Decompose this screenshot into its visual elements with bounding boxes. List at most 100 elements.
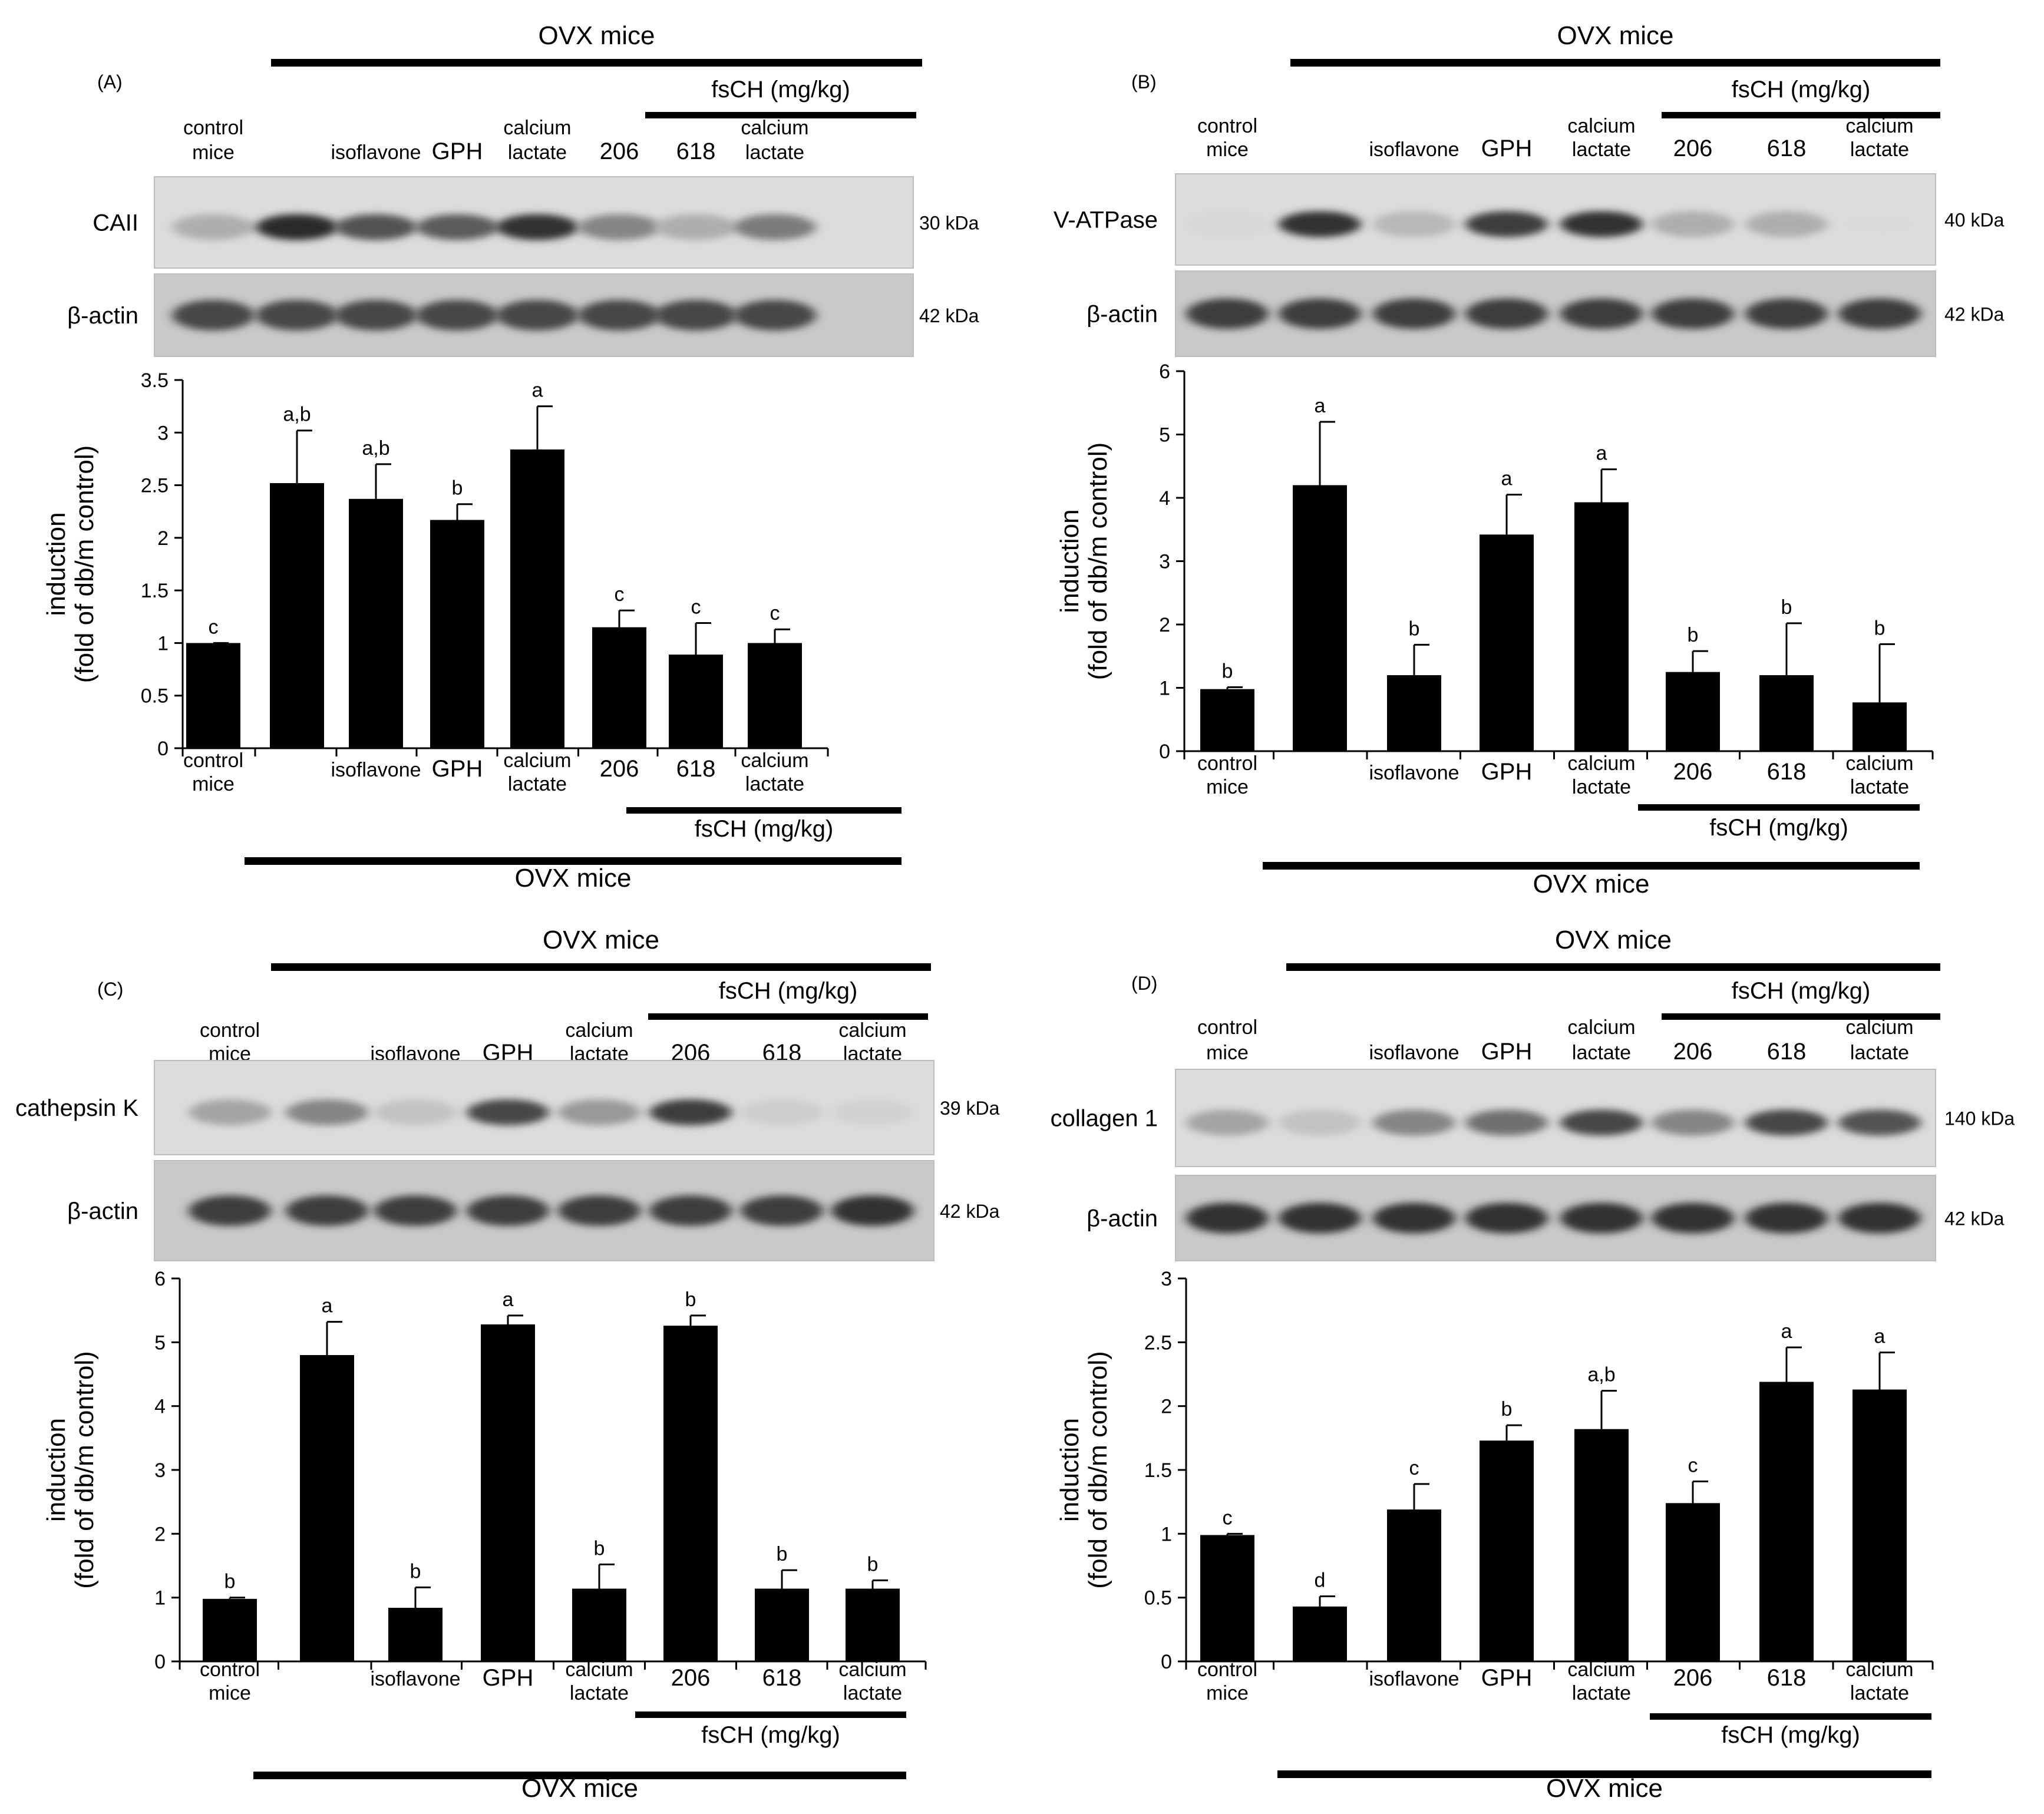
bar (430, 520, 484, 748)
blot-band (558, 1195, 640, 1226)
group-bracket-bottom (253, 1772, 906, 1779)
bar (1853, 1389, 1907, 1661)
blot-band (1652, 1109, 1734, 1136)
significance-label: a,b (362, 437, 389, 460)
subgroup-bracket-bottom (1638, 804, 1920, 811)
subgroup-bracket-top (1662, 112, 1940, 118)
group-label-top: OVX mice (543, 926, 659, 954)
blot-band (467, 1099, 549, 1125)
blot-band (172, 300, 255, 331)
lane-label: calcium (741, 117, 808, 139)
y-axis-label: (fold of db/m control) (70, 445, 99, 683)
bar (1574, 1429, 1629, 1661)
blot-band (1838, 211, 1921, 237)
lane-label: control (200, 1019, 260, 1042)
category-label: isoflavone (331, 759, 421, 781)
blot-band (649, 1099, 732, 1125)
blot-band (734, 300, 816, 331)
blot-band (1186, 1202, 1269, 1234)
lane-label: control (183, 117, 243, 139)
category-label: isoflavone (1369, 762, 1459, 784)
subgroup-label-bottom: fsCH (mg/kg) (701, 1722, 840, 1748)
significance-label: b (1409, 617, 1420, 640)
blot-band (1465, 211, 1548, 237)
significance-label: b (594, 1537, 605, 1559)
blot-band (649, 1195, 732, 1226)
group-label-top: OVX mice (538, 21, 655, 50)
blot-band (1652, 211, 1734, 237)
significance-label: b (224, 1571, 236, 1593)
y-tick-label: 2.5 (141, 475, 169, 497)
significance-label: a (1315, 395, 1326, 417)
significance-label: b (1501, 1398, 1513, 1420)
blot-band (741, 1195, 823, 1226)
y-tick-label: 4 (1159, 487, 1170, 510)
bar (1293, 485, 1347, 751)
bar (1574, 502, 1629, 751)
group-bracket-top (271, 59, 922, 67)
y-tick-label: 6 (154, 1268, 166, 1290)
subgroup-label-top: fsCH (mg/kg) (1732, 77, 1871, 103)
category-label: GPH (1481, 759, 1533, 785)
y-axis-label: induction (42, 512, 71, 616)
blot-band (256, 214, 338, 240)
blot-band (1560, 298, 1643, 329)
size-label: 40 kDa (1944, 210, 2005, 231)
subgroup-label-top: fsCH (mg/kg) (719, 978, 858, 1004)
blot-band (578, 300, 661, 331)
blot-band (1745, 1109, 1828, 1136)
bar (748, 643, 802, 748)
subgroup-bracket-top (1662, 1013, 1940, 1020)
category-label: isoflavone (1369, 1668, 1459, 1690)
group-label-bottom: OVX mice (1546, 1774, 1663, 1803)
bar (270, 483, 324, 748)
bar (592, 627, 646, 748)
lane-label: calcium (1845, 115, 1913, 137)
size-label: 42 kDa (940, 1201, 1000, 1222)
blot-band (1745, 298, 1828, 329)
lane-label: calcium (503, 117, 571, 139)
group-bracket-top (1290, 59, 1940, 67)
blot-band (1838, 298, 1921, 329)
y-tick-label: 2 (157, 527, 169, 550)
bar (300, 1355, 354, 1661)
lane-label: calcium (838, 1019, 906, 1042)
significance-label: c (691, 596, 701, 619)
significance-label: c (209, 616, 219, 638)
significance-label: b (452, 477, 463, 500)
blot-band (558, 1099, 640, 1125)
blot-band (1560, 1109, 1643, 1136)
blot-band (1465, 1202, 1548, 1234)
panel-label: (D) (1131, 973, 1157, 994)
size-label: 30 kDa (919, 213, 979, 234)
blot-band (831, 1195, 914, 1226)
category-label: calcium (1567, 1658, 1635, 1681)
bar (846, 1588, 900, 1661)
blot-band (655, 300, 737, 331)
category-label: calcium (741, 749, 808, 772)
bar (1480, 1440, 1534, 1661)
lane-label: 206 (1673, 136, 1713, 161)
lane-label: lactate (508, 141, 567, 164)
lane-label: mice (192, 141, 235, 164)
size-label: 140 kDa (1944, 1108, 2015, 1129)
subgroup-bracket-bottom (626, 807, 902, 814)
y-axis-label: induction (1055, 1418, 1084, 1522)
category-label: control (183, 749, 243, 772)
y-tick-label: 2.5 (1144, 1331, 1172, 1354)
category-label: lactate (745, 773, 804, 795)
category-label: 618 (676, 756, 716, 782)
category-label: control (1197, 752, 1257, 775)
bar (663, 1326, 718, 1661)
bar (1853, 702, 1907, 751)
category-label: GPH (483, 1665, 534, 1691)
bar (1666, 672, 1720, 751)
blot-band (1186, 298, 1269, 329)
category-label: 618 (762, 1665, 802, 1691)
lane-label: mice (1206, 138, 1249, 161)
size-label: 42 kDa (919, 305, 979, 326)
blot-band (286, 1099, 368, 1125)
significance-label: a,b (283, 404, 311, 426)
